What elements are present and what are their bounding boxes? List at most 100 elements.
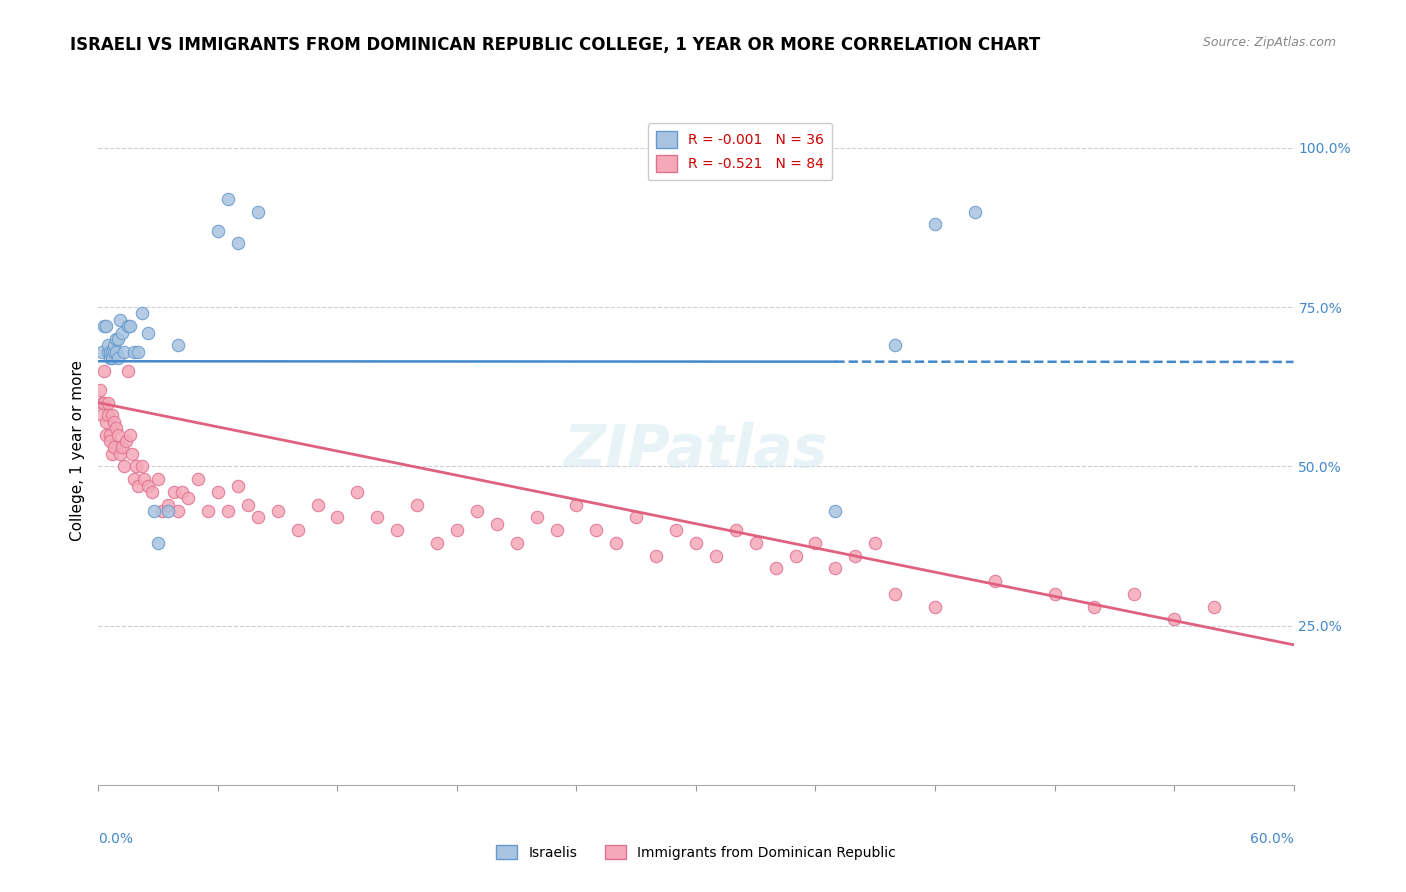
Point	[143, 504, 166, 518]
Point	[804, 536, 827, 550]
Text: ISRAELI VS IMMIGRANTS FROM DOMINICAN REPUBLIC COLLEGE, 1 YEAR OR MORE CORRELATIO: ISRAELI VS IMMIGRANTS FROM DOMINICAN REP…	[70, 36, 1040, 54]
Point	[565, 498, 588, 512]
Point	[124, 472, 146, 486]
Point	[485, 516, 508, 531]
Point	[526, 510, 548, 524]
Point	[1083, 599, 1105, 614]
Point	[704, 549, 727, 563]
Y-axis label: College, 1 year or more: College, 1 year or more	[69, 360, 84, 541]
Point	[141, 484, 163, 499]
Point	[1163, 612, 1185, 626]
Point	[406, 498, 429, 512]
Point	[163, 484, 186, 499]
Point	[97, 395, 120, 409]
Point	[207, 224, 229, 238]
Point	[91, 395, 114, 409]
Point	[150, 504, 173, 518]
Point	[863, 536, 887, 550]
Point	[824, 561, 846, 575]
Text: ZIPatlas: ZIPatlas	[564, 422, 828, 479]
Point	[96, 427, 118, 442]
Point	[426, 536, 449, 550]
Point	[217, 504, 239, 518]
Point	[1202, 599, 1225, 614]
Point	[546, 523, 568, 537]
Point	[131, 459, 153, 474]
Point	[103, 344, 125, 359]
Point	[685, 536, 707, 550]
Point	[197, 504, 219, 518]
Point	[105, 332, 128, 346]
Point	[125, 459, 148, 474]
Point	[326, 510, 349, 524]
Point	[96, 415, 118, 429]
Point	[236, 498, 259, 512]
Point	[100, 344, 122, 359]
Point	[924, 217, 946, 231]
Text: 60.0%: 60.0%	[1250, 831, 1294, 846]
Point	[226, 236, 249, 251]
Point	[785, 549, 807, 563]
Point	[465, 504, 488, 518]
Point	[148, 472, 170, 486]
Point	[167, 338, 190, 352]
Point	[984, 574, 1007, 588]
Legend: R = -0.001   N = 36, R = -0.521   N = 84: R = -0.001 N = 36, R = -0.521 N = 84	[648, 123, 832, 180]
Point	[117, 364, 139, 378]
Point	[1043, 587, 1066, 601]
Point	[127, 344, 149, 359]
Point	[101, 344, 124, 359]
Point	[765, 561, 787, 575]
Point	[724, 523, 747, 537]
Point	[665, 523, 688, 537]
Point	[115, 434, 138, 448]
Point	[307, 498, 329, 512]
Point	[131, 306, 153, 320]
Point	[107, 427, 129, 442]
Point	[177, 491, 200, 506]
Point	[93, 319, 115, 334]
Point	[105, 344, 128, 359]
Point	[120, 427, 142, 442]
Point	[101, 351, 124, 365]
Point	[120, 319, 142, 334]
Point	[226, 478, 249, 492]
Point	[121, 447, 143, 461]
Point	[91, 344, 114, 359]
Point	[103, 338, 125, 352]
Point	[100, 351, 122, 365]
Point	[246, 510, 269, 524]
Point	[136, 326, 159, 340]
Point	[884, 338, 907, 352]
Point	[97, 409, 120, 423]
Point	[963, 204, 986, 219]
Point	[645, 549, 668, 563]
Point	[111, 326, 134, 340]
Point	[385, 523, 409, 537]
Point	[101, 409, 124, 423]
Point	[111, 440, 134, 454]
Point	[157, 498, 180, 512]
Point	[112, 344, 135, 359]
Point	[246, 204, 269, 219]
Point	[107, 332, 129, 346]
Point	[103, 440, 125, 454]
Point	[287, 523, 309, 537]
Point	[127, 478, 149, 492]
Point	[91, 409, 114, 423]
Point	[167, 504, 190, 518]
Point	[884, 587, 907, 601]
Point	[346, 484, 368, 499]
Point	[105, 421, 128, 435]
Point	[217, 192, 239, 206]
Point	[187, 472, 209, 486]
Point	[93, 364, 115, 378]
Text: Source: ZipAtlas.com: Source: ZipAtlas.com	[1202, 36, 1336, 49]
Point	[101, 447, 124, 461]
Point	[89, 383, 111, 397]
Point	[148, 536, 170, 550]
Point	[100, 434, 122, 448]
Point	[745, 536, 768, 550]
Point	[110, 313, 132, 327]
Point	[124, 344, 146, 359]
